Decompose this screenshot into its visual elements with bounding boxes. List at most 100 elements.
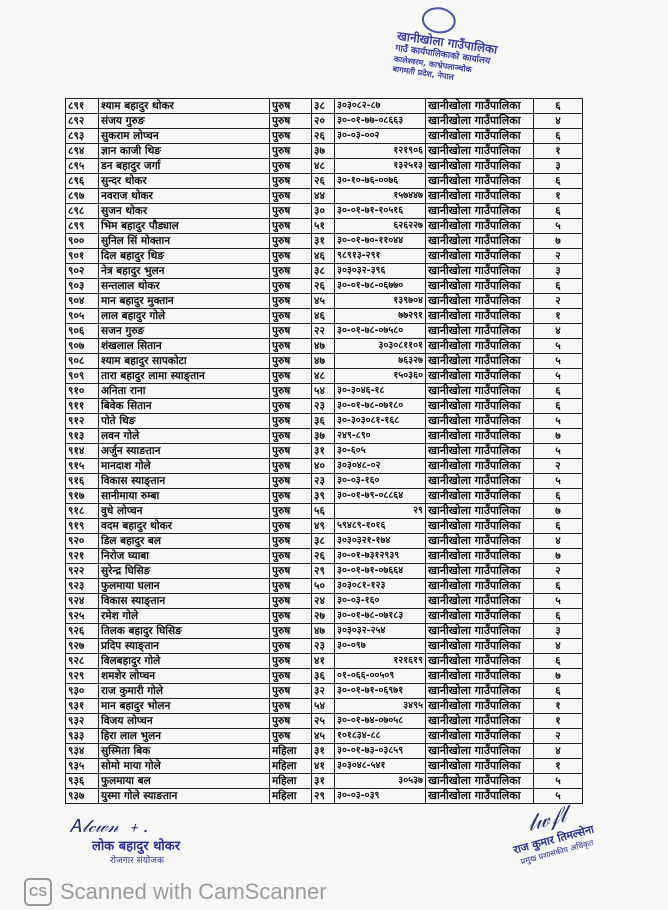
name-cell: सुजन थोकर <box>98 203 270 219</box>
ward-cell: ४ <box>533 323 583 339</box>
gender-cell: पुरुष <box>269 248 312 264</box>
municipality-cell: खानीखोला गाउँपालिका <box>425 653 534 669</box>
age-cell: ४४ <box>311 188 335 204</box>
age-cell: ३९ <box>311 488 335 504</box>
number-cell: ९२६ <box>65 623 99 639</box>
municipality-cell: खानीखोला गाउँपालिका <box>425 743 534 759</box>
number-cell: ९०९ <box>65 368 99 384</box>
gender-cell: पुरुष <box>269 713 312 729</box>
table-row: ९१० अनिता राना पुरुष ५४ ३०-३०४६-१८ खानीखोला ग… <box>65 383 583 399</box>
municipality-cell: खानीखोला गाउँपालिका <box>425 203 534 219</box>
gender-cell: पुरुष <box>269 488 312 504</box>
table-row: ९३६ फुलमाया बल महिला ३१ ३०५३७ खानीखोला गाउँपा… <box>65 773 583 789</box>
age-cell: ५६ <box>311 503 335 519</box>
name-cell: विकास स्याङ्तान <box>98 593 270 609</box>
ward-cell: ५ <box>533 368 583 384</box>
number-cell: ९१६ <box>65 473 99 489</box>
table-row: ९२८ विलबहादुर गोले पुरुष ४१ १२१६१९ खानीखोला ग… <box>65 653 583 669</box>
municipality-cell: खानीखोला गाउँपालिका <box>425 548 534 564</box>
ward-cell: २ <box>533 248 583 264</box>
ward-cell: २ <box>533 728 583 744</box>
name-cell: लवन गोले <box>98 428 270 444</box>
municipality-cell: खानीखोला गाउँपालिका <box>425 173 534 189</box>
number-cell: ९०६ <box>65 323 99 339</box>
table-row: ९२६ तिलक बहादुर घिसिङ पुरुष ४७ ३०३०३२-२५४ खान… <box>65 623 583 639</box>
municipality-cell: खानीखोला गाउँपालिका <box>425 638 534 654</box>
age-cell: ३१ <box>311 443 335 459</box>
number-cell: ९१८ <box>65 503 99 519</box>
age-cell: ३७ <box>311 428 335 444</box>
id-cell: ३०-६०५ <box>334 443 426 459</box>
age-cell: २६ <box>311 548 335 564</box>
table-row: ९१४ अर्जुन स्याङतान पुरुष ३१ ३०-६०५ खानीखोला … <box>65 443 583 459</box>
number-cell: ९३२ <box>65 713 99 729</box>
ward-cell: ३ <box>533 263 583 279</box>
age-cell: ४८ <box>311 158 335 174</box>
municipality-cell: खानीखोला गाउँपालिका <box>425 368 534 384</box>
id-cell: ७६३२७ <box>334 353 426 369</box>
age-cell: २३ <box>311 398 335 414</box>
age-cell: २४ <box>311 593 335 609</box>
table-row: ९०९ तारा बहादुर लामा स्याङ्तान पुरुष ४८ १५०३… <box>65 368 583 384</box>
gender-cell: पुरुष <box>269 728 312 744</box>
gender-cell: पुरुष <box>269 188 312 204</box>
name-cell: ज्ञान काजी थिङ <box>98 143 270 159</box>
name-cell: डन बहादुर जर्गा <box>98 158 270 174</box>
number-cell: ९१३ <box>65 428 99 444</box>
ward-cell: ६ <box>533 203 583 219</box>
id-cell: ३०-०१-७८-०७१८० <box>334 398 426 414</box>
age-cell: २९ <box>311 563 335 579</box>
ward-cell: ६ <box>533 683 583 699</box>
table-row: ९०१ दिल बहादुर थिङ पुरुष ४६ ९८९१३-२९१ खानीखोल… <box>65 248 583 264</box>
ward-cell: ५ <box>533 443 583 459</box>
municipality-cell: खानीखोला गाउँपालिका <box>425 623 534 639</box>
table-row: ९१५ मानदाश गोले पुरुष ४० ३०३०४८-०२ खानीखोला ग… <box>65 458 583 474</box>
gender-cell: पुरुष <box>269 263 312 279</box>
number-cell: ९१४ <box>65 443 99 459</box>
municipality-cell: खानीखोला गाउँपालिका <box>425 698 534 714</box>
municipality-cell: खानीखोला गाउँपालिका <box>425 308 534 324</box>
table-row: ९०५ लाल बहादुर गोले पुरुष ४६ ७७२९१ खानीखोला ग… <box>65 308 583 324</box>
id-cell: ३४९५ <box>334 698 426 714</box>
ward-cell: ६ <box>533 488 583 504</box>
gender-cell: पुरुष <box>269 653 312 669</box>
municipality-cell: खानीखोला गाउँपालिका <box>425 413 534 429</box>
id-cell: ३०-०३-१६० <box>334 473 426 489</box>
ward-cell: ७ <box>533 668 583 684</box>
name-cell: रमेश गोले <box>98 608 270 624</box>
age-cell: २३ <box>311 473 335 489</box>
number-cell: ८९९ <box>65 218 99 234</box>
municipality-cell: खानीखोला गाउँपालिका <box>425 503 534 519</box>
id-cell: ७७२९१ <box>334 308 426 324</box>
signature-scribble: Ꭺ𝓁𝒸𝓌𝓃 ﹢. <box>70 816 149 837</box>
ward-cell: ६ <box>533 653 583 669</box>
age-cell: २५ <box>311 713 335 729</box>
table-row: ९१२ पोते थिङ पुरुष ३६ ३०-३०३०८१-१६८ खानीखोला … <box>65 413 583 429</box>
number-cell: ८९७ <box>65 188 99 204</box>
ward-cell: ६ <box>533 398 583 414</box>
ward-cell: ५ <box>533 788 583 804</box>
age-cell: २३ <box>311 638 335 654</box>
table-row: ८९१ श्याम बहादुर थोकर पुरुष ३८ ३०३०८२-८७ खानी… <box>65 98 583 114</box>
municipality-cell: खानीखोला गाउँपालिका <box>425 518 534 534</box>
id-cell: १२१६१९ <box>334 653 426 669</box>
municipality-cell: खानीखोला गाउँपालिका <box>425 233 534 249</box>
id-cell: ३०-३०४६-१८ <box>334 383 426 399</box>
table-body: ८९१ श्याम बहादुर थोकर पुरुष ३८ ३०३०८२-८७ खानी… <box>65 98 583 804</box>
gender-cell: पुरुष <box>269 173 312 189</box>
table-row: ८९६ सुन्दर थोकर पुरुष २६ ३०-१०-७६-००७६ खानीखो… <box>65 173 583 189</box>
camscanner-watermark: CS Scanned with CamScanner <box>24 878 327 906</box>
gender-cell: पुरुष <box>269 668 312 684</box>
number-cell: ९२१ <box>65 548 99 564</box>
age-cell: ४० <box>311 458 335 474</box>
gender-cell: पुरुष <box>269 428 312 444</box>
name-cell: नेत्र बहादुर भुलन <box>98 263 270 279</box>
municipality-cell: खानीखोला गाउँपालिका <box>425 158 534 174</box>
name-cell: विलबहादुर गोले <box>98 653 270 669</box>
age-cell: ४७ <box>311 623 335 639</box>
gender-cell: पुरुष <box>269 398 312 414</box>
gender-cell: पुरुष <box>269 308 312 324</box>
ward-cell: १ <box>533 698 583 714</box>
age-cell: ५४ <box>311 698 335 714</box>
id-cell: ३०-०१-७१-०७६६४ <box>334 563 426 579</box>
